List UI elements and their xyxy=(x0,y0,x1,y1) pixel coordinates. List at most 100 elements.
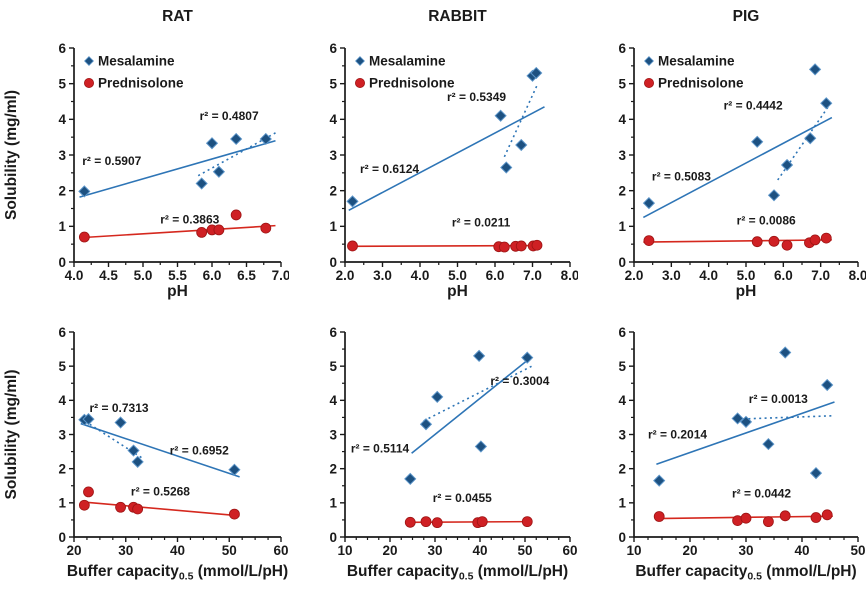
data-point-mesalamine xyxy=(127,444,140,457)
data-point-mesalamine xyxy=(195,177,208,190)
x-tick-label: 40 xyxy=(170,543,185,558)
legend-label: Prednisolone xyxy=(658,76,744,91)
legend-label: Prednisolone xyxy=(369,76,455,91)
panel-pig-buffer: 0 1 2 3 4 5 6 10 20 30 40 50 r² = 0.2014 r² = 0.0013 r… xyxy=(578,300,866,600)
x-tick-label: 50 xyxy=(850,543,865,558)
y-tick-label: 4 xyxy=(329,393,337,408)
axes xyxy=(344,332,570,538)
data-point-mesalamine xyxy=(767,189,781,202)
x-axis-title: pH xyxy=(447,283,468,300)
r2-label: r² = 0.5349 xyxy=(447,90,506,104)
y-tick-label: 2 xyxy=(329,461,337,476)
x-tick-label: 2.0 xyxy=(625,268,644,283)
y-tick-label: 2 xyxy=(58,461,66,476)
data-point-mesalamine xyxy=(530,66,543,80)
y-tick-label: 3 xyxy=(329,427,337,442)
x-tick-label: 5.5 xyxy=(168,268,187,283)
data-point-mesalamine xyxy=(472,349,486,363)
panel-rat-ph: 0 1 2 3 4 5 6 4.0 4.5 5.0 5.5 6.0 6.5 7.0 r² = 0.5907 r… xyxy=(0,0,290,300)
x-tick-label: 6.0 xyxy=(486,268,505,283)
data-point-mesalamine xyxy=(762,437,775,451)
data-point-mesalamine xyxy=(500,161,513,174)
chart-svg-rat-buffer: 0 1 2 3 4 5 6 20 30 40 50 60 r² = 0.6952 r² = 0.7313 r… xyxy=(3,325,289,583)
r2-label: r² = 0.3863 xyxy=(160,212,219,226)
r2-label: r² = 0.5083 xyxy=(652,170,711,184)
fit-line-solid xyxy=(79,224,276,239)
data-point-mesalamine xyxy=(205,137,219,150)
data-point-prednisolone xyxy=(404,516,416,528)
fit-line-solid xyxy=(642,116,833,219)
x-tick-label: 50 xyxy=(517,543,532,558)
data-point-mesalamine xyxy=(114,416,127,429)
panel-title-rabbit: RABBIT xyxy=(428,8,487,25)
legend-label: Mesalamine xyxy=(369,54,446,69)
y-tick-label: 0 xyxy=(618,530,626,545)
y-tick-label: 1 xyxy=(58,496,66,511)
y-tick-label: 6 xyxy=(58,325,66,340)
x-tick-label: 7.0 xyxy=(811,268,830,283)
panel-pig-ph: 0 1 2 3 4 5 6 2.0 3.0 4.0 5.0 6.0 7.0 8.0 r² = 0.5083 r… xyxy=(578,0,866,300)
x-tick-label: 4.5 xyxy=(99,268,118,283)
data-point-prednisolone xyxy=(213,224,225,236)
fit-line-dotted xyxy=(423,365,533,422)
y-tick-label: 1 xyxy=(618,496,626,511)
data-point-mesalamine xyxy=(820,97,833,110)
x-tick-label: 50 xyxy=(222,543,237,558)
data-point-mesalamine xyxy=(521,351,534,364)
fit-line-dotted xyxy=(503,85,538,158)
x-tick-label: 4.0 xyxy=(699,268,718,283)
x-tick-label: 6.5 xyxy=(237,268,256,283)
data-point-mesalamine xyxy=(494,109,507,122)
legend-label: Mesalamine xyxy=(658,54,735,69)
panel-rat-buffer: 0 1 2 3 4 5 6 20 30 40 50 60 r² = 0.6952 r² = 0.7313 r… xyxy=(0,300,289,600)
y-tick-label: 5 xyxy=(58,76,66,91)
y-tick-label: 2 xyxy=(58,183,66,198)
y-tick-label: 3 xyxy=(618,148,626,163)
x-tick-label: 3.0 xyxy=(662,268,681,283)
data-point-mesalamine xyxy=(404,472,417,486)
y-tick-label: 3 xyxy=(329,148,337,163)
data-point-prednisolone xyxy=(821,509,833,521)
data-point-prednisolone xyxy=(809,234,821,246)
x-tick-label: 30 xyxy=(118,543,133,558)
chart-svg-rabbit-buffer: 0 1 2 3 4 5 6 10 20 30 40 50 60 r² = 0.5114 r² = 0.300… xyxy=(329,325,577,583)
y-tick-label: 1 xyxy=(329,219,337,234)
fit-line-solid xyxy=(411,358,530,454)
r2-label: r² = 0.7313 xyxy=(90,401,149,415)
r2-label: r² = 0.4807 xyxy=(200,109,259,123)
x-tick-label: 20 xyxy=(682,543,697,558)
data-point-prednisolone xyxy=(768,235,780,247)
data-point-prednisolone xyxy=(781,239,793,251)
y-tick-label: 2 xyxy=(618,183,626,198)
x-tick-label: 5.0 xyxy=(737,268,756,283)
y-tick-label: 0 xyxy=(58,255,66,270)
y-tick-label: 6 xyxy=(618,325,626,340)
data-point-prednisolone xyxy=(229,508,240,520)
data-point-mesalamine xyxy=(779,346,792,359)
chart-svg-pig-buffer: 0 1 2 3 4 5 6 10 20 30 40 50 r² = 0.2014 r² = 0.0013 r… xyxy=(618,325,865,583)
panel-rabbit-buffer: 0 1 2 3 4 5 6 10 20 30 40 50 60 r² = 0.5114 r² = 0.300… xyxy=(289,300,578,600)
data-point-prednisolone xyxy=(531,239,543,251)
x-tick-label: 7.0 xyxy=(272,268,289,283)
x-tick-label: 4.0 xyxy=(411,268,430,283)
y-tick-label: 1 xyxy=(618,219,626,234)
x-tick-label: 10 xyxy=(626,543,641,558)
y-tick-label: 3 xyxy=(58,148,66,163)
data-point-prednisolone xyxy=(740,512,752,524)
y-tick-label: 2 xyxy=(329,183,337,198)
r2-label: r² = 0.0086 xyxy=(737,214,796,228)
x-tick-label: 8.0 xyxy=(561,268,578,283)
data-point-mesalamine xyxy=(431,390,444,404)
x-tick-label: 3.0 xyxy=(373,268,392,283)
y-tick-label: 4 xyxy=(618,393,626,408)
panel-rabbit-ph: 0 1 2 3 4 5 6 2.0 3.0 4.0 5.0 6.0 7.0 8.0 r² = 0.6124 r… xyxy=(289,0,579,300)
y-tick-label: 1 xyxy=(58,219,66,234)
x-tick-label: 30 xyxy=(427,543,442,558)
y-tick-label: 0 xyxy=(58,530,66,545)
legend-label: Mesalamine xyxy=(98,54,175,69)
legend-marker-circle xyxy=(84,78,95,89)
chart-svg-rabbit-ph: 0 1 2 3 4 5 6 2.0 3.0 4.0 5.0 6.0 7.0 8.0 r² = 0.6124 r… xyxy=(329,41,579,300)
data-point-mesalamine xyxy=(642,197,656,210)
data-point-prednisolone xyxy=(643,235,655,247)
legend-marker-diamond xyxy=(644,56,654,66)
